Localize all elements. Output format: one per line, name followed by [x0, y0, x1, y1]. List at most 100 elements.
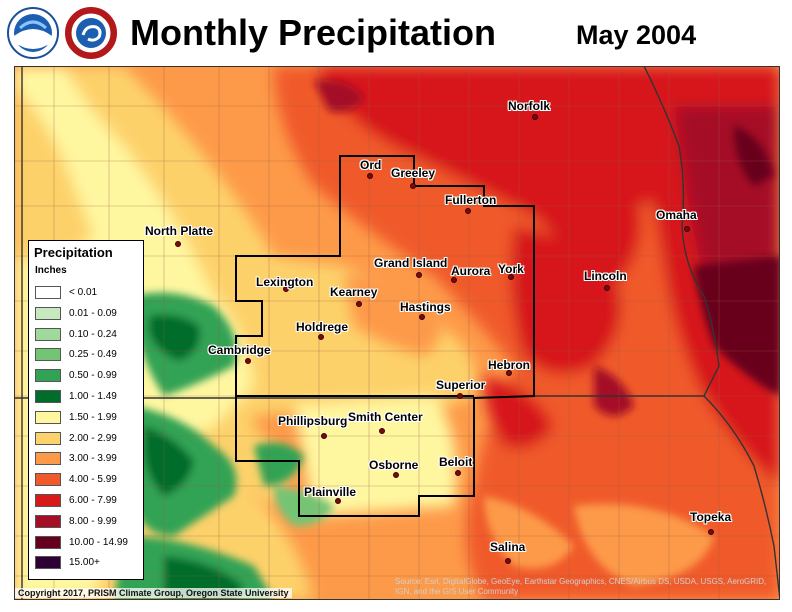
legend-item: 15.00+	[35, 555, 143, 571]
legend-label: < 0.01	[69, 287, 98, 298]
national-weather-service-logo	[65, 7, 117, 59]
city-label-fullerton[interactable]: Fullerton	[445, 193, 497, 207]
city-dot-ord	[367, 173, 373, 179]
city-label-kearney[interactable]: Kearney	[330, 285, 378, 299]
city-label-lincoln[interactable]: Lincoln	[584, 269, 627, 283]
city-label-holdrege[interactable]: Holdrege	[296, 320, 349, 334]
legend-swatch	[35, 286, 61, 299]
city-label-beloit[interactable]: Beloit	[439, 455, 473, 469]
legend-swatch	[35, 306, 61, 320]
city-label-lexington[interactable]: Lexington	[256, 275, 314, 289]
header: Monthly Precipitation May 2004	[0, 0, 792, 66]
legend-swatch	[35, 431, 61, 445]
legend-item: 0.50 - 0.99	[35, 368, 143, 384]
city-label-salina[interactable]: Salina	[490, 540, 526, 554]
city-label-smith-center[interactable]: Smith Center	[348, 410, 423, 424]
legend-title: Precipitation	[34, 245, 113, 260]
legend-item: 10.00 - 14.99	[35, 535, 143, 551]
legend-swatch	[35, 535, 61, 549]
legend-swatch	[35, 556, 61, 570]
legend-label: 1.00 - 1.49	[69, 391, 117, 402]
legend-label: 0.25 - 0.49	[69, 349, 117, 361]
city-dot-holdrege	[318, 334, 324, 340]
page-title: Monthly Precipitation	[130, 12, 497, 53]
legend-units: Inches	[35, 265, 67, 276]
legend-item: 0.01 - 0.09	[35, 306, 143, 322]
legend-label: 8.00 - 9.99	[69, 515, 117, 527]
city-dot-beloit	[455, 470, 461, 476]
city-dot-topeka	[708, 529, 714, 535]
legend-item: 6.00 - 7.99	[35, 493, 143, 509]
legend-item: 0.10 - 0.24	[35, 327, 143, 343]
city-label-osborne[interactable]: Osborne	[369, 458, 419, 472]
city-label-york[interactable]: York	[498, 262, 524, 276]
city-label-omaha[interactable]: Omaha	[656, 208, 697, 222]
legend-label: 3.00 - 3.99	[69, 453, 117, 465]
city-dot-hebron	[506, 370, 512, 376]
region-outline	[235, 155, 535, 517]
city-dot-york	[508, 274, 514, 280]
city-label-norfolk[interactable]: Norfolk	[508, 99, 550, 113]
legend-item: 1.50 - 1.99	[35, 410, 143, 426]
copyright-text: Copyright 2017, PRISM Climate Group, Ore…	[15, 588, 292, 598]
date-label: May 2004	[576, 20, 697, 50]
legend-label: 0.50 - 0.99	[69, 370, 117, 382]
city-dot-salina	[505, 558, 511, 564]
city-label-north-platte[interactable]: North Platte	[145, 224, 214, 238]
city-label-superior[interactable]: Superior	[436, 378, 486, 392]
city-dot-greeley	[410, 183, 416, 189]
legend-label: 4.00 - 5.99	[69, 474, 117, 486]
city-dot-norfolk	[532, 114, 538, 120]
legend-swatch	[35, 390, 61, 403]
city-dot-superior	[457, 393, 463, 399]
legend-swatch	[35, 348, 61, 362]
city-label-topeka[interactable]: Topeka	[690, 510, 732, 524]
legend-swatch	[35, 514, 61, 528]
city-label-grand-island[interactable]: Grand Island	[374, 256, 448, 270]
legend-label: 0.10 - 0.24	[69, 328, 117, 340]
city-dot-hastings	[419, 314, 425, 320]
city-label-phillipsburg[interactable]: Phillipsburg	[278, 414, 348, 428]
city-label-hastings[interactable]: Hastings	[400, 300, 451, 314]
city-label-cambridge[interactable]: Cambridge	[208, 343, 271, 357]
city-dot-north-platte	[175, 241, 181, 247]
city-dot-grand-island	[416, 272, 422, 278]
legend-item: 8.00 - 9.99	[35, 514, 143, 530]
city-label-aurora[interactable]: Aurora	[451, 264, 491, 278]
city-dot-phillipsburg	[321, 433, 327, 439]
source-text: Source: Esri, DigitalGlobe, GeoEye, Eart…	[395, 577, 767, 596]
city-dot-omaha	[684, 226, 690, 232]
legend-item: 2.00 - 2.99	[35, 431, 143, 447]
legend-swatch	[35, 369, 61, 383]
city-label-plainville[interactable]: Plainville	[304, 485, 357, 499]
city-label-hebron[interactable]: Hebron	[488, 358, 530, 372]
source-attribution: Source: Esri, DigitalGlobe, GeoEye, Eart…	[395, 577, 767, 597]
city-dot-kearney	[356, 301, 362, 307]
legend-label: 1.50 - 1.99	[69, 411, 117, 423]
legend: Precipitation Inches < 0.01 0.01 - 0.09 0.…	[28, 240, 144, 580]
legend-label: 0.01 - 0.09	[69, 307, 117, 319]
city-dot-aurora	[451, 277, 457, 283]
city-label-greeley[interactable]: Greeley	[391, 166, 436, 180]
city-dot-smith-center	[379, 428, 385, 434]
legend-swatch	[35, 473, 61, 487]
legend-swatch	[35, 410, 61, 424]
noaa-logo	[7, 7, 59, 59]
city-dot-cambridge	[245, 358, 251, 364]
legend-label: 2.00 - 2.99	[69, 432, 117, 444]
legend-item: 3.00 - 3.99	[35, 451, 143, 467]
legend-item: < 0.01	[35, 285, 143, 301]
city-dot-fullerton	[465, 208, 471, 214]
legend-item: 1.00 - 1.49	[35, 389, 143, 405]
legend-swatch	[35, 494, 61, 507]
city-dot-plainville	[335, 498, 341, 504]
city-label-ord[interactable]: Ord	[360, 158, 382, 172]
legend-label: 6.00 - 7.99	[69, 495, 117, 506]
city-dot-lincoln	[604, 285, 610, 291]
city-dot-osborne	[393, 472, 399, 478]
legend-label: 10.00 - 14.99	[69, 536, 128, 548]
legend-item: 4.00 - 5.99	[35, 472, 143, 488]
legend-item: 0.25 - 0.49	[35, 347, 143, 363]
legend-label: 15.00+	[69, 557, 100, 569]
legend-swatch	[35, 327, 61, 341]
